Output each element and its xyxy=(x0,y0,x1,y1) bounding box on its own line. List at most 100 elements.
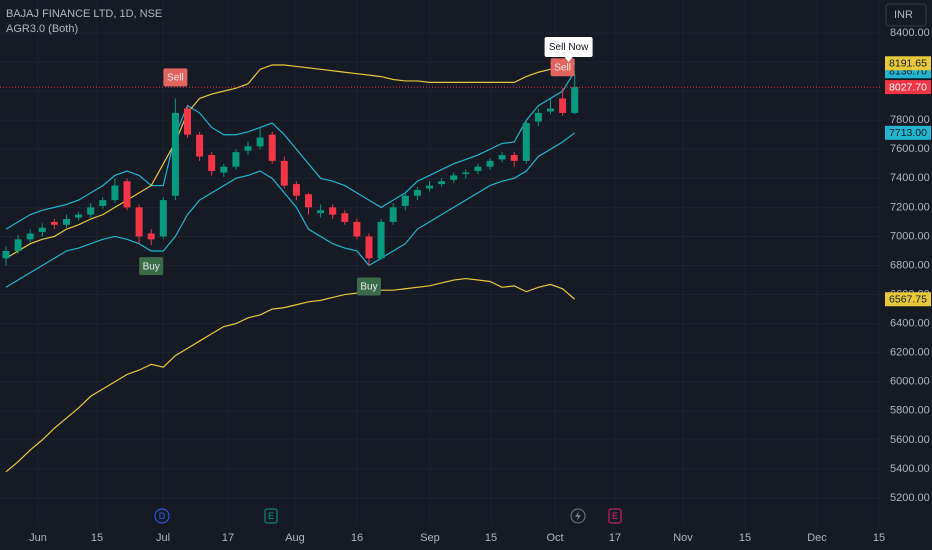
price-label: 6567.75 xyxy=(889,294,927,306)
price-label: 7713.00 xyxy=(889,127,927,139)
candle-body xyxy=(305,194,312,208)
price-label: 8027.70 xyxy=(889,81,927,93)
candle-body xyxy=(401,195,409,206)
candle-body xyxy=(26,233,34,240)
candle-body xyxy=(268,134,276,161)
signal-label: Buy xyxy=(360,282,377,293)
event-marker xyxy=(154,508,170,524)
y-tick-label: 6200.00 xyxy=(890,347,930,359)
signal-box xyxy=(550,58,575,77)
candle-body xyxy=(377,221,385,259)
signal-label: Sell xyxy=(554,62,571,73)
candle-body xyxy=(329,207,337,215)
y-tick-label: 8400.00 xyxy=(890,27,930,39)
candle-body xyxy=(498,155,506,160)
signal-label: Buy xyxy=(143,261,160,272)
currency[interactable]: INR xyxy=(894,9,913,21)
price-label-box xyxy=(885,292,931,307)
candle-body xyxy=(534,112,542,122)
x-tick-label: 17 xyxy=(609,532,621,544)
x-tick-label: 15 xyxy=(739,532,751,544)
y-tick-label: 7000.00 xyxy=(890,230,930,242)
candle-body xyxy=(171,112,179,196)
signal-box xyxy=(139,257,164,276)
event-label: D xyxy=(159,511,166,521)
event-marker xyxy=(264,508,278,524)
callout-label: Sell Now xyxy=(549,42,589,53)
candle-body xyxy=(365,236,373,259)
x-tick-label: Dec xyxy=(807,532,827,544)
candle-body xyxy=(462,172,470,174)
x-tick-label: 15 xyxy=(873,532,885,544)
indicator-name: AGR3.0 (Both) xyxy=(6,23,78,35)
candle-body xyxy=(426,185,433,189)
price-label-box xyxy=(885,125,931,140)
candle-body xyxy=(256,137,264,147)
candle-body xyxy=(413,189,421,196)
event-label: E xyxy=(612,511,618,521)
candle-body xyxy=(292,184,300,196)
y-tick-label: 6000.00 xyxy=(890,376,930,388)
indicator-line xyxy=(5,132,576,288)
candle-body xyxy=(510,155,518,161)
candle-body xyxy=(99,200,107,206)
candle-body xyxy=(571,87,579,113)
candle-body xyxy=(486,160,494,167)
candle-body xyxy=(559,98,567,113)
x-tick-label: Aug xyxy=(285,532,305,544)
callout-pointer xyxy=(564,57,573,62)
candle-body xyxy=(450,175,458,180)
y-tick-label: 7200.00 xyxy=(890,201,930,213)
candle-body xyxy=(208,155,216,172)
candle-body xyxy=(50,221,58,225)
signal-box xyxy=(357,277,381,296)
candle-body xyxy=(353,221,361,237)
x-tick-label: Nov xyxy=(673,532,693,544)
x-tick-label: 15 xyxy=(485,532,497,544)
candle-body xyxy=(184,108,191,135)
y-tick-label: 5600.00 xyxy=(890,434,930,446)
callout-box xyxy=(544,37,593,57)
candle-body xyxy=(522,123,530,161)
price-label-box xyxy=(885,56,931,71)
candle-body xyxy=(147,233,155,240)
candle-body xyxy=(38,227,46,233)
x-tick-label: 17 xyxy=(222,532,234,544)
signal-box xyxy=(163,68,188,87)
candle-body xyxy=(196,134,204,157)
candle-body xyxy=(135,207,143,237)
price-label: 8191.65 xyxy=(889,58,927,70)
candle-body xyxy=(87,207,95,215)
x-tick-label: Oct xyxy=(546,532,563,544)
candle-body xyxy=(63,219,70,225)
indicator-line xyxy=(5,62,575,259)
y-tick-label: 7600.00 xyxy=(890,143,930,155)
y-tick-label: 5400.00 xyxy=(890,463,930,475)
x-tick-label: Jun xyxy=(29,532,47,544)
candle-body xyxy=(232,152,240,167)
candle-body xyxy=(123,181,131,208)
signal-label: Sell xyxy=(167,73,184,84)
y-tick-label: 6400.00 xyxy=(890,318,930,330)
price-label-box xyxy=(885,80,931,95)
y-tick-label: 5200.00 xyxy=(890,492,930,504)
candle-body xyxy=(389,207,397,222)
candle-body xyxy=(341,213,349,222)
y-tick-label: 7400.00 xyxy=(890,172,930,184)
y-tick-label: 6800.00 xyxy=(890,259,930,271)
candle-body xyxy=(220,166,228,173)
candle-body xyxy=(14,239,22,251)
currency-box[interactable] xyxy=(885,3,927,27)
y-tick-label: 5800.00 xyxy=(890,405,930,417)
candle-body xyxy=(474,166,482,172)
x-tick-label: Jul xyxy=(156,532,170,544)
x-tick-label: Sep xyxy=(420,532,440,544)
x-tick-label: 15 xyxy=(91,532,103,544)
event-label: E xyxy=(268,511,274,521)
candle-body xyxy=(317,210,325,214)
candle-body xyxy=(111,185,119,201)
y-tick-label: 7800.00 xyxy=(890,114,930,126)
candle-body xyxy=(75,214,83,218)
indicator-line xyxy=(5,70,576,230)
